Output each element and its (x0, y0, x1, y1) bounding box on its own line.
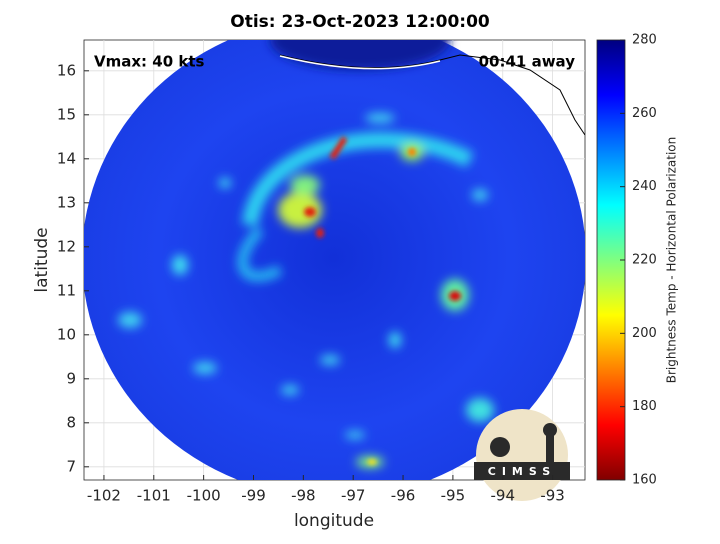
y-tick-label: 15 (57, 105, 76, 123)
y-tick-label: 9 (66, 369, 76, 387)
colorbar-tick-label: 220 (632, 253, 657, 268)
x-tick-label: -94 (490, 487, 515, 505)
x-tick-label: -102 (87, 487, 121, 505)
y-tick-label: 12 (57, 237, 76, 255)
annotation: Vmax: 40 kts (94, 53, 204, 71)
x-tick-label: -97 (341, 487, 366, 505)
x-tick-label: -101 (137, 487, 171, 505)
chart-title: Otis: 23-Oct-2023 12:00:00 (230, 12, 490, 32)
x-tick-label: -100 (187, 487, 221, 505)
colorbar-tick-label: 240 (632, 179, 657, 194)
imagery (84, 40, 585, 480)
y-tick-label: 14 (57, 149, 76, 167)
y-tick-label: 7 (66, 457, 76, 475)
colorbar-tick-label: 180 (632, 399, 657, 414)
x-tick-label: -98 (291, 487, 316, 505)
colorbar-tick-label: 260 (632, 106, 657, 121)
colorbar-tick-label: 280 (632, 33, 657, 48)
y-tick-label: 13 (57, 193, 76, 211)
y-tick-label: 11 (57, 281, 76, 299)
logo-text: CIMSS (488, 465, 556, 478)
x-tick-label: -93 (540, 487, 565, 505)
colorbar-label: Brightness Temp - Horizontal Polarizatio… (665, 137, 679, 384)
colorbar-tick-label: 160 (632, 473, 657, 488)
x-tick-label: -96 (391, 487, 416, 505)
logo: CIMSS (474, 409, 570, 501)
y-tick-label: 16 (57, 61, 76, 79)
y-tick-label: 10 (57, 325, 76, 343)
y-tick-label: 8 (66, 413, 76, 431)
colorbar-tick-label: 200 (632, 326, 657, 341)
y-axis-label: latitude (32, 227, 52, 292)
x-tick-label: -95 (441, 487, 466, 505)
x-tick-label: -99 (241, 487, 266, 505)
x-axis-label: longitude (294, 511, 374, 531)
annotation: 00:41 away (479, 53, 576, 71)
